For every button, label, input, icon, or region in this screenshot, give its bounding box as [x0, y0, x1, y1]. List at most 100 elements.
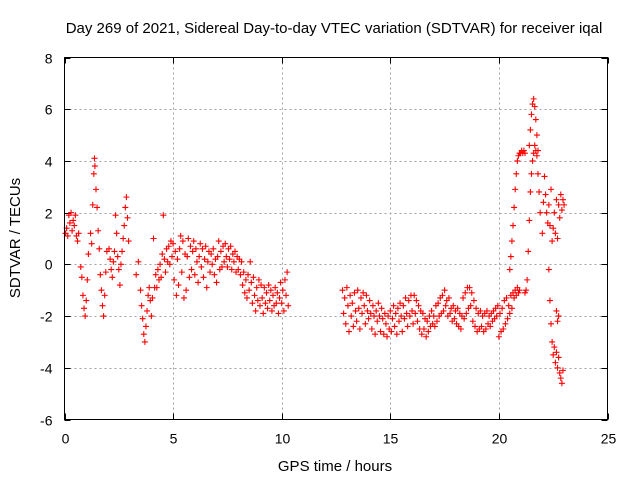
data-point — [457, 326, 464, 332]
chart-title: Day 269 of 2021, Sidereal Day-to-day VTE… — [66, 20, 603, 37]
y-tick-label: 0 — [45, 257, 53, 273]
data-point — [280, 307, 287, 314]
data-point — [388, 328, 395, 335]
data-point — [554, 364, 561, 371]
data-point — [470, 297, 477, 304]
data-point — [514, 157, 521, 164]
data-point — [145, 292, 152, 299]
y-axis-label: SDTVAR / TECUs — [7, 178, 24, 298]
data-point — [110, 258, 117, 265]
data-point — [545, 201, 552, 208]
data-point — [276, 294, 283, 301]
data-point — [510, 222, 517, 229]
data-point — [533, 132, 540, 139]
y-tick-label: -2 — [40, 309, 53, 325]
data-point — [101, 292, 108, 299]
data-point — [142, 323, 149, 330]
data-point — [166, 261, 173, 268]
data-point — [344, 302, 351, 309]
data-point — [279, 287, 286, 294]
data-point — [359, 310, 366, 317]
data-point — [161, 256, 168, 263]
data-point — [173, 292, 180, 299]
data-point — [379, 315, 386, 322]
data-point — [124, 214, 131, 221]
data-point — [221, 258, 228, 265]
data-point — [91, 163, 98, 170]
data-point — [99, 302, 106, 309]
data-point — [122, 204, 129, 211]
data-point — [355, 305, 362, 312]
data-point — [170, 240, 177, 247]
x-tick-label: 25 — [601, 431, 617, 447]
data-point — [525, 248, 532, 255]
data-point — [102, 269, 109, 276]
data-point — [199, 245, 206, 252]
data-point — [558, 207, 565, 214]
data-point — [399, 328, 406, 335]
y-tick-label: 8 — [45, 51, 53, 67]
data-point — [82, 313, 89, 320]
data-point — [119, 248, 126, 255]
data-point — [148, 313, 155, 320]
data-point — [343, 284, 350, 291]
data-point — [503, 294, 510, 301]
data-point — [360, 289, 367, 296]
data-point — [217, 248, 224, 255]
data-point — [493, 313, 500, 320]
data-point — [402, 294, 409, 301]
data-point — [546, 222, 553, 229]
data-point — [68, 209, 75, 216]
data-point — [272, 284, 279, 291]
data-point — [121, 222, 128, 229]
data-point — [439, 292, 446, 299]
data-point — [526, 142, 533, 149]
data-point — [242, 276, 249, 283]
data-point — [158, 274, 165, 281]
data-point — [482, 326, 489, 332]
data-point — [169, 253, 176, 260]
data-point — [277, 279, 284, 286]
data-point — [512, 186, 519, 193]
data-point — [150, 235, 157, 242]
data-point — [378, 305, 385, 312]
data-point — [508, 305, 515, 312]
data-point — [64, 232, 71, 239]
data-point — [190, 238, 197, 245]
data-point — [520, 147, 527, 154]
data-point — [440, 307, 447, 314]
data-point — [179, 238, 186, 245]
data-point — [204, 258, 211, 265]
data-point — [371, 313, 378, 320]
data-point — [528, 170, 535, 177]
data-point — [247, 258, 254, 265]
data-point — [414, 318, 421, 325]
data-point — [113, 230, 120, 237]
data-point — [356, 326, 363, 332]
data-point — [235, 266, 242, 273]
data-point — [366, 297, 373, 304]
data-point — [528, 111, 535, 118]
data-point — [165, 243, 172, 250]
data-point — [397, 300, 404, 307]
data-point — [239, 282, 246, 289]
data-point — [526, 217, 533, 224]
data-point — [466, 284, 473, 291]
data-point — [551, 209, 558, 216]
data-point — [365, 315, 372, 322]
data-point — [258, 282, 265, 289]
data-point — [116, 282, 123, 289]
data-point — [529, 157, 536, 164]
x-tick-label: 10 — [275, 431, 291, 447]
data-point — [187, 243, 194, 250]
data-point — [460, 294, 467, 301]
data-point — [209, 261, 216, 268]
data-point — [430, 313, 437, 320]
data-point — [208, 251, 215, 258]
data-point — [183, 287, 190, 294]
data-point — [157, 261, 164, 268]
data-point — [222, 240, 229, 247]
data-point — [228, 266, 235, 273]
data-point — [559, 196, 566, 203]
data-point — [394, 305, 401, 312]
